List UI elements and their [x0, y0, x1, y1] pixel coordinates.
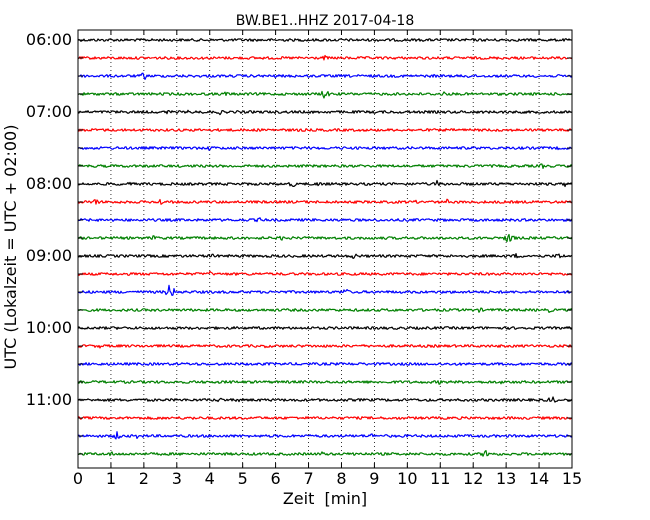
trace-0930: [77, 284, 573, 296]
x-tick-label-12: 12: [463, 469, 483, 488]
x-tick-label-9: 9: [369, 469, 379, 488]
y-tick-label-1100: 11:00: [26, 390, 72, 409]
trace-1045: [77, 380, 573, 385]
y-axis-label: UTC (Lokalzeit = UTC + 02:00): [1, 125, 20, 370]
x-tick-label-15: 15: [562, 469, 582, 488]
y-tick-label-0800: 08:00: [26, 174, 72, 193]
trace-0915: [77, 270, 573, 276]
trace-0700: [77, 109, 573, 116]
x-tick-label-8: 8: [336, 469, 346, 488]
trace-0600: [77, 38, 573, 42]
trace-0645: [77, 90, 573, 99]
x-tick-label-7: 7: [303, 469, 313, 488]
y-tick-label-0700: 07:00: [26, 102, 72, 121]
trace-0900: [77, 253, 573, 259]
trace-0630: [77, 72, 573, 81]
x-tick-label-13: 13: [496, 469, 516, 488]
trace-0845: [77, 233, 573, 243]
x-tick-label-14: 14: [529, 469, 549, 488]
x-axis-ticks: 0 1 2 3 4 5 6 7 8 9 10 11 12 13 14 15: [73, 30, 582, 488]
x-tick-label-3: 3: [172, 469, 182, 488]
y-tick-label-1000: 10:00: [26, 318, 72, 337]
trace-0730: [77, 146, 572, 151]
trace-1030: [77, 362, 573, 366]
y-axis-ticks: 06:00 07:00 08:00 09:00 10:00 11:00: [26, 30, 572, 455]
x-tick-label-11: 11: [430, 469, 450, 488]
chart-title: BW.BE1..HHZ 2017-04-18: [236, 13, 415, 29]
plot-frame: [77, 29, 573, 469]
x-tick-label-6: 6: [271, 469, 281, 488]
x-tick-label-0: 0: [73, 469, 83, 488]
x-tick-label-10: 10: [397, 469, 417, 488]
trace-1100: [77, 396, 573, 403]
y-tick-label-0900: 09:00: [26, 246, 72, 265]
trace-1145: [77, 450, 573, 457]
trace-0815: [77, 198, 572, 205]
trace-1015: [77, 344, 573, 349]
trace-0615: [77, 54, 573, 61]
trace-0945: [77, 307, 573, 313]
trace-1000: [77, 325, 573, 330]
x-tick-label-5: 5: [238, 469, 248, 488]
x-tick-label-1: 1: [106, 469, 116, 488]
trace-0830: [77, 217, 573, 223]
x-axis-label: Zeit [min]: [283, 489, 367, 508]
trace-0800: [77, 179, 573, 188]
trace-1130: [77, 431, 573, 440]
trace-1115: [77, 416, 573, 420]
x-tick-label-2: 2: [139, 469, 149, 488]
trace-0715: [77, 128, 573, 132]
trace-0745: [77, 163, 573, 169]
y-tick-label-0600: 06:00: [26, 30, 72, 49]
trace-lines: [77, 38, 573, 457]
x-tick-label-4: 4: [205, 469, 215, 488]
